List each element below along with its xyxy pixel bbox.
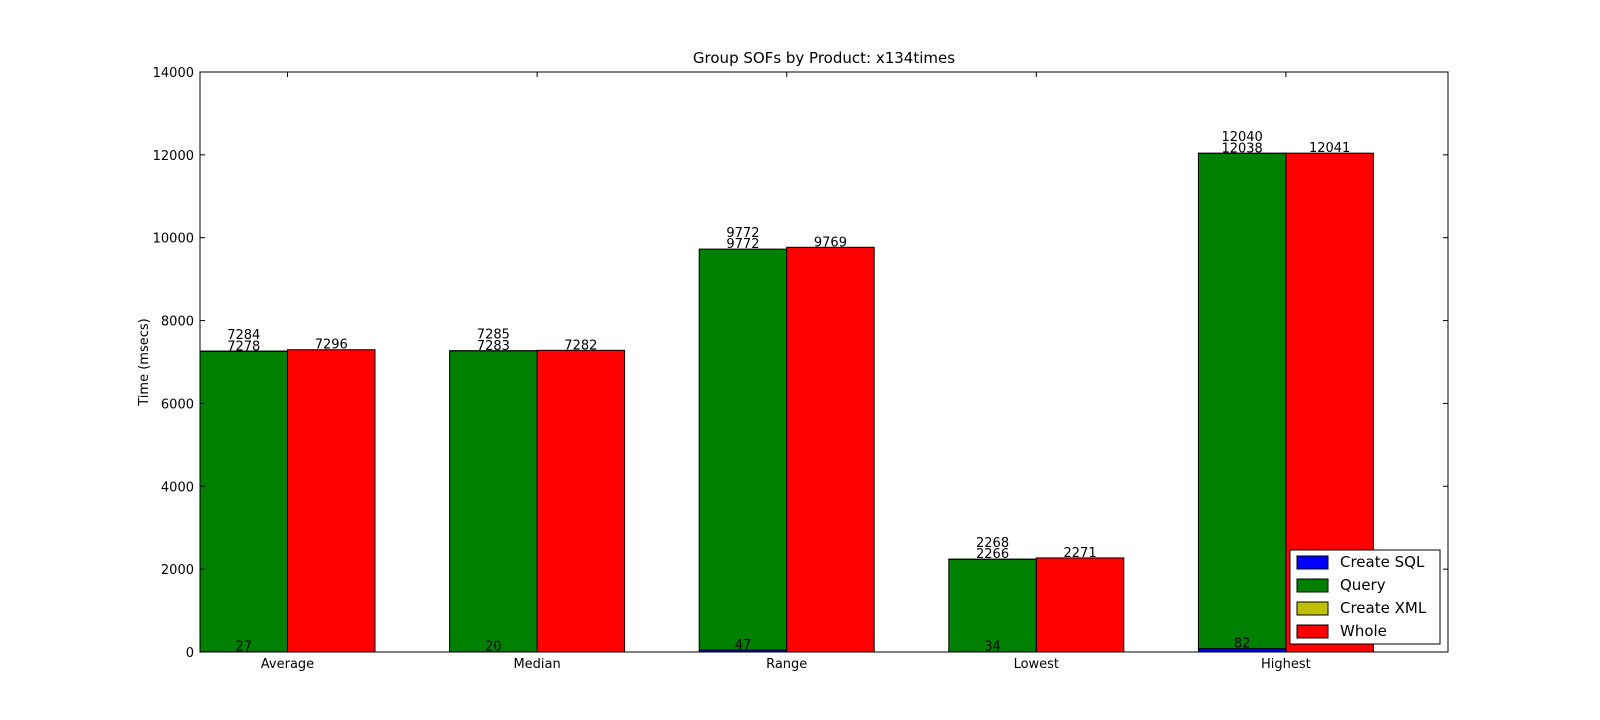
label-create-xml-average: 7284: [227, 328, 260, 343]
y-tick-label: 8000: [161, 315, 194, 330]
legend-label-create-xml: Create XML: [1340, 599, 1427, 617]
label-create-sql-highest: 82: [1234, 637, 1251, 652]
y-tick-label: 6000: [161, 397, 194, 412]
label-query-range: 9772: [726, 237, 759, 252]
x-tick-label-highest: Highest: [1261, 657, 1311, 672]
legend-label-whole: Whole: [1340, 622, 1387, 640]
label-whole-median: 7282: [564, 338, 597, 353]
label-create-sql-median: 20: [485, 640, 502, 655]
axis-ticks: Average Median Range Lowest Highest 0 2000 4000…: [153, 66, 1448, 672]
y-tick-label: 0: [186, 646, 194, 661]
bar-query-highest: [1197, 152, 1287, 650]
x-tick-label-range: Range: [766, 657, 807, 672]
label-query-average: 7278: [227, 339, 260, 354]
bar-query-average: [199, 350, 288, 653]
chart-title: Group SOFs by Product: x134times: [693, 49, 955, 67]
x-tick-label-average: Average: [261, 657, 314, 672]
bar-query-lowest: [948, 558, 1037, 653]
y-tick-label: 12000: [153, 149, 194, 164]
bar-whole-median: [536, 349, 626, 653]
label-query-median: 7283: [477, 339, 510, 354]
label-whole-lowest: 2271: [1064, 546, 1097, 561]
y-tick-label: 10000: [153, 232, 194, 247]
bar-whole-range: [786, 246, 875, 653]
y-tick-label: 4000: [161, 480, 194, 495]
legend-label-query: Query: [1340, 576, 1386, 594]
label-create-sql-lowest: 34: [984, 640, 1001, 655]
x-tick-label-lowest: Lowest: [1014, 657, 1059, 672]
legend-swatch-whole: [1296, 624, 1329, 639]
legend: Create SQL Query Create XML Whole: [1289, 549, 1441, 645]
label-whole-range: 9769: [814, 235, 847, 250]
bars-layer: [199, 152, 1374, 653]
bar-whole-average: [287, 349, 376, 653]
label-whole-average: 7296: [315, 338, 348, 353]
label-create-xml-lowest: 2268: [976, 536, 1009, 551]
y-tick-label: 2000: [161, 563, 194, 578]
legend-swatch-create-xml: [1296, 601, 1329, 616]
label-query-lowest: 2266: [976, 547, 1009, 562]
label-create-xml-median: 7285: [477, 328, 510, 343]
legend-swatch-query: [1296, 578, 1329, 593]
y-tick-label: 14000: [153, 66, 194, 81]
x-tick-label-median: Median: [513, 657, 560, 672]
plot-frame: [199, 71, 1449, 653]
label-create-xml-range: 9772: [726, 226, 759, 241]
label-create-sql-average: 27: [235, 640, 252, 655]
label-create-xml-highest: 12040: [1221, 130, 1262, 145]
label-whole-highest: 12041: [1309, 141, 1350, 156]
legend-swatch-create-sql: [1296, 555, 1329, 570]
label-create-sql-range: 47: [735, 638, 752, 653]
legend-label-create-sql: Create SQL: [1340, 553, 1425, 571]
bar-whole-lowest: [1035, 557, 1125, 653]
bar-query-median: [449, 350, 538, 653]
bar-query-range: [698, 248, 788, 651]
label-query-highest: 12038: [1221, 141, 1262, 156]
y-axis-label: Time (msecs): [137, 318, 152, 406]
